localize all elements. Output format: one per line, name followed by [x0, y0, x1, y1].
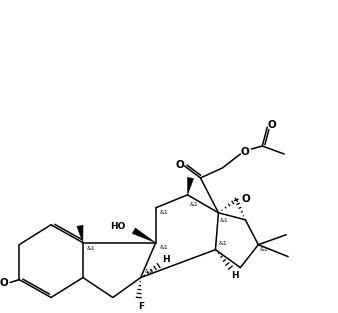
Text: O: O — [0, 278, 8, 288]
Text: O: O — [242, 194, 251, 204]
Text: HO: HO — [110, 222, 125, 231]
Text: O: O — [241, 147, 250, 157]
Text: &1: &1 — [220, 218, 229, 223]
Text: &1: &1 — [260, 247, 269, 252]
Text: &1: &1 — [219, 241, 228, 246]
Polygon shape — [77, 225, 83, 243]
Text: &1: &1 — [87, 246, 95, 251]
Text: &1: &1 — [159, 245, 168, 250]
Text: &1: &1 — [159, 210, 168, 215]
Text: H: H — [162, 255, 169, 264]
Text: &1: &1 — [144, 269, 153, 274]
Text: O: O — [268, 120, 276, 130]
Polygon shape — [132, 228, 156, 243]
Text: F: F — [138, 302, 144, 311]
Polygon shape — [187, 177, 194, 195]
Text: &1: &1 — [189, 202, 198, 207]
Text: H: H — [232, 271, 239, 280]
Text: O: O — [175, 160, 184, 170]
